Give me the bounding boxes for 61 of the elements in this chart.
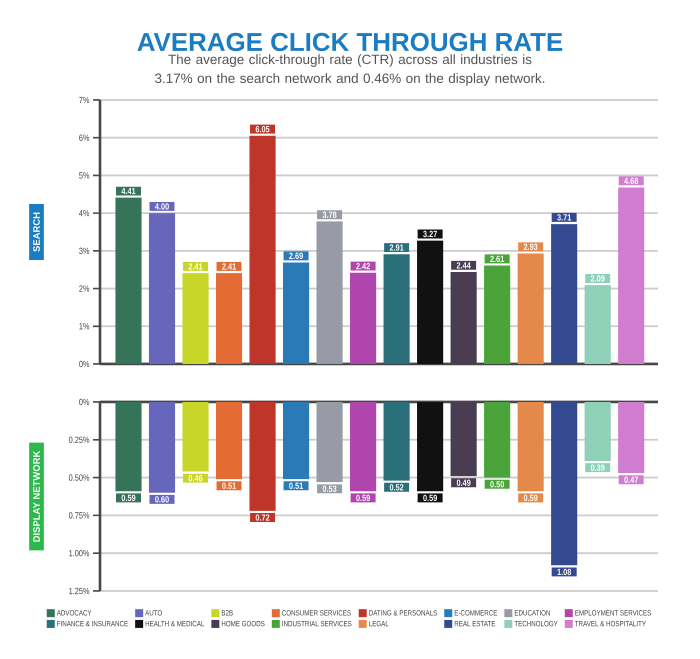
data-label: 0.53 [322, 486, 336, 492]
data-label: 2.93 [524, 244, 538, 250]
data-label: 3.71 [557, 214, 572, 221]
data-label: 2.41 [222, 263, 236, 270]
data-label: 3.27 [423, 230, 437, 238]
data-label: 0.51 [222, 482, 236, 489]
data-label: 2.69 [289, 252, 303, 260]
data-label: 0.59 [423, 494, 437, 502]
chart-subtitle: The average click-through rate (CTR) across all industries is 3.17% on the search network and 0.46% on the display network. [155, 54, 544, 86]
bar [350, 272, 376, 364]
data-label: 0.59 [524, 494, 538, 502]
y-tick-label: 1.25% [69, 588, 90, 594]
chart-title: AVERAGE CLICK THROUGH RATE [137, 32, 562, 52]
data-label: 6.05 [256, 126, 270, 132]
data-label: 0.46 [188, 475, 202, 482]
y-axis-title: SEARCH [33, 212, 40, 252]
data-label: 0.49 [456, 480, 471, 486]
y-tick-label: 6% [79, 134, 90, 141]
y-tick-label: 2% [79, 285, 90, 292]
y-tick-label: 0% [79, 360, 90, 368]
y-tick-label: 1% [79, 323, 90, 330]
bar [282, 262, 310, 364]
bar [551, 224, 578, 364]
bar [182, 273, 209, 364]
y-tick-label: 5% [79, 172, 90, 179]
data-label: 0.50 [490, 481, 504, 488]
bar [484, 266, 510, 364]
y-tick-label: 4% [79, 210, 90, 216]
y-tick-label: 0.50% [68, 474, 90, 481]
data-label: 4.00 [154, 203, 169, 210]
data-label: 2.42 [356, 262, 370, 270]
bar [115, 198, 142, 364]
bar [384, 254, 410, 364]
data-label: 0.59 [356, 494, 370, 502]
data-label: 0.47 [624, 476, 638, 483]
data-label: 2.61 [490, 256, 504, 262]
data-label: 0.60 [155, 496, 169, 503]
y-axis-title: DISPLAY NETWORK [33, 450, 40, 542]
data-label: 0.51 [289, 482, 304, 489]
y-tick-label: 0.75% [68, 512, 90, 519]
data-label: 4.68 [624, 178, 638, 184]
data-label: 0.52 [390, 484, 404, 490]
bar [584, 285, 611, 364]
data-label: 0.59 [122, 494, 136, 502]
bar [216, 273, 242, 364]
data-label: 0.39 [590, 464, 605, 471]
y-tick-label: 7% [79, 96, 90, 104]
data-label: 2.91 [390, 244, 404, 251]
y-tick-label: 0% [79, 398, 90, 406]
data-label: 1.08 [557, 568, 572, 576]
data-label: 2.09 [590, 275, 605, 282]
y-tick-label: 0.25% [68, 436, 90, 443]
y-tick-label: 1.00% [69, 550, 90, 556]
bar [148, 213, 176, 364]
data-label: 4.41 [121, 188, 136, 194]
data-label: 0.72 [256, 514, 270, 521]
bar [417, 240, 444, 364]
data-label: 2.41 [188, 263, 202, 270]
data-label: 2.44 [456, 262, 471, 268]
data-label: 3.78 [322, 212, 336, 218]
y-tick-label: 3% [79, 248, 90, 254]
